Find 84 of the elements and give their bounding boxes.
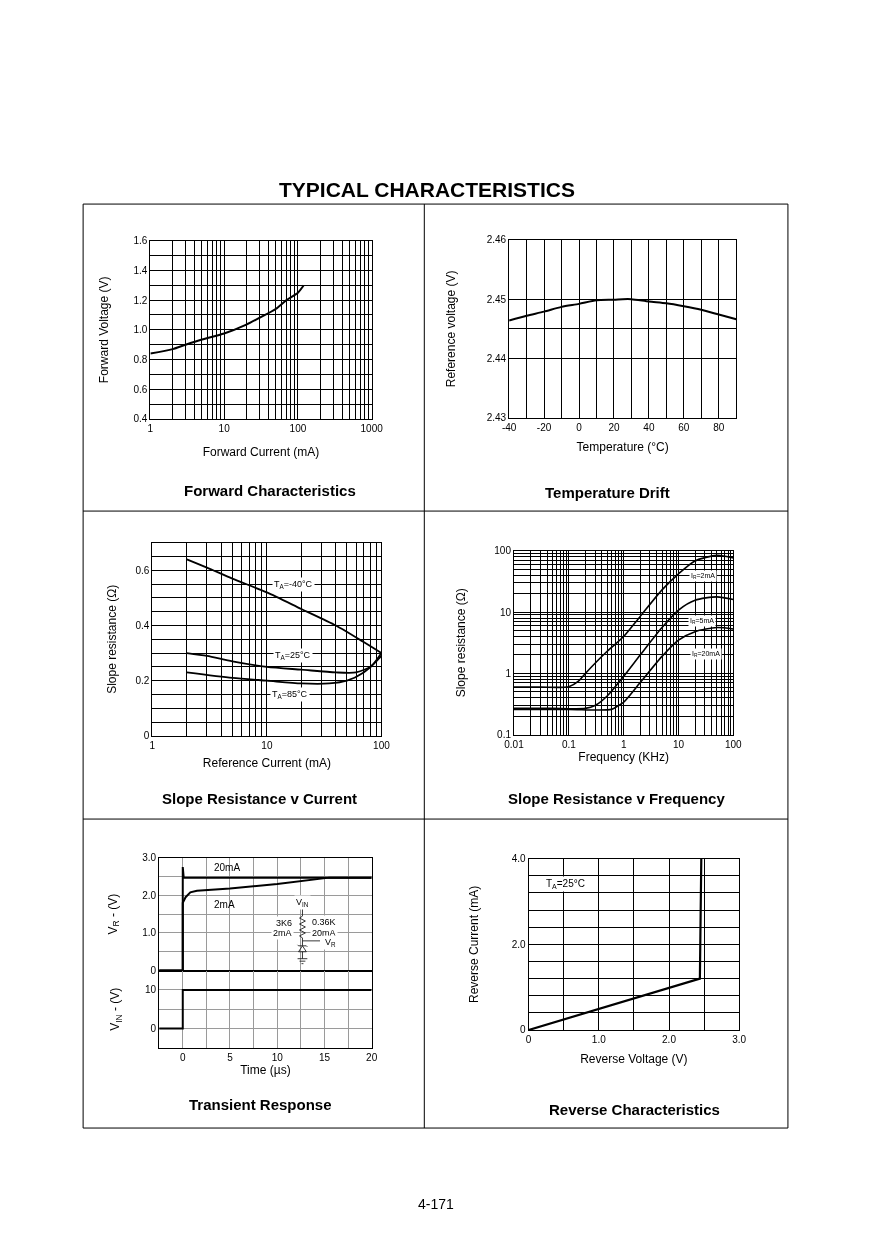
y-tick-label: 0.4 xyxy=(135,620,150,632)
x-tick-label: 0.1 xyxy=(561,738,577,750)
y-tick-label: 1.0 xyxy=(133,324,148,336)
y-tick-label: 0 xyxy=(150,965,157,977)
x-tick-label: 20 xyxy=(608,421,620,433)
x-axis-title: Time (µs) xyxy=(240,1062,291,1077)
x-axis-title: Reference Current (mA) xyxy=(202,755,331,770)
y-tick-label: 3.0 xyxy=(142,852,157,864)
y-tick-label: 4.0 xyxy=(511,853,527,865)
x-tick-label: 1 xyxy=(620,738,627,750)
y-tick-label: 10 xyxy=(499,606,512,618)
y-tick-label: 0.2 xyxy=(135,675,150,687)
y-tick-label: 2.43 xyxy=(486,412,507,424)
annotation: T$_{A}$=85°C xyxy=(272,689,308,700)
y-tick-label: 2.45 xyxy=(486,293,507,305)
x-tick-label: 10 xyxy=(218,422,231,434)
x-tick-label: 10 xyxy=(261,739,273,751)
y-tick-label: 0.6 xyxy=(135,564,150,576)
text: Reverse Characteristics xyxy=(549,1101,720,1118)
text: 4-171 xyxy=(418,1196,455,1212)
annotation: 2mA xyxy=(273,928,292,938)
y-tick-label: 0.6 xyxy=(133,383,148,395)
annotation: V$_{R}$ xyxy=(325,937,337,948)
annotation: 3K6 xyxy=(276,918,293,928)
annotation: 0.36K xyxy=(312,917,336,927)
y-tick-label: 1.2 xyxy=(133,294,148,306)
annotation: T$_{A}$=-40°C xyxy=(274,579,313,590)
x-tick-label: 0 xyxy=(179,1051,186,1063)
y-tick-label: 1 xyxy=(505,667,512,679)
text: Slope Resistance v Current xyxy=(162,790,358,807)
y-tick-label: 1.6 xyxy=(133,235,148,247)
y-tick-label: 2.0 xyxy=(511,938,527,950)
x-tick-label: 1000 xyxy=(360,422,384,434)
y-axis-title: Reference voltage (V) xyxy=(443,270,458,388)
y-tick-label: 2.46 xyxy=(486,234,507,246)
x-tick-label: 20 xyxy=(366,1051,378,1063)
x-tick-label: 5 xyxy=(227,1051,234,1063)
y-tick-label: 2.44 xyxy=(486,353,507,365)
y-axis-title: Slope resistance (Ω) xyxy=(453,588,468,698)
text: TYPICAL CHARACTERISTICS xyxy=(279,178,575,201)
y-tick-label: 0 xyxy=(143,730,150,742)
x-tick-label: 80 xyxy=(713,421,725,433)
text: Temperature Drift xyxy=(545,484,670,501)
text: Slope Resistance v Frequency xyxy=(508,790,726,807)
x-tick-label: 100 xyxy=(289,422,307,434)
y-tick-label: 2.0 xyxy=(142,889,157,901)
x-tick-label: -20 xyxy=(536,421,552,433)
x-tick-label: 2.0 xyxy=(662,1033,677,1045)
text: Transient Response xyxy=(189,1096,332,1113)
x-tick-label: 10 xyxy=(672,738,685,750)
x-tick-label: 1.0 xyxy=(591,1033,607,1045)
x-tick-label: 0 xyxy=(576,421,583,433)
y-tick-label: 0 xyxy=(520,1024,527,1036)
y-tick-label: 1.4 xyxy=(133,264,148,276)
y-tick-label: 0 xyxy=(150,1023,157,1034)
annotation: V$_{IN}$ xyxy=(296,897,309,908)
x-tick-label: 100 xyxy=(373,739,391,751)
y-axis-title: Slope resistance (Ω) xyxy=(104,584,119,694)
x-axis-title: Forward Current (mA) xyxy=(202,444,320,459)
text: Forward Characteristics xyxy=(184,482,356,499)
series-label: 20mA xyxy=(214,862,241,873)
annotation: T$_{A}$=25°C xyxy=(546,878,585,891)
y-tick-label: 100 xyxy=(494,545,512,557)
y-tick-label: 0.4 xyxy=(133,413,148,425)
y-tick-label: 1.0 xyxy=(142,927,157,939)
x-tick-label: 3.0 xyxy=(732,1033,747,1045)
x-axis-title: Temperature (°C) xyxy=(576,439,669,454)
x-tick-label: 10 xyxy=(271,1051,284,1063)
annotation: T$_{A}$=25°C xyxy=(275,650,311,661)
x-tick-label: 15 xyxy=(318,1051,331,1063)
y-tick-label: 0.8 xyxy=(133,354,148,366)
y-axis-title: Forward Voltage (V) xyxy=(96,276,111,384)
x-tick-label: -40 xyxy=(501,421,517,433)
y-tick-label: 10 xyxy=(145,984,157,996)
y-axis-title: Reverse Current (mA) xyxy=(467,885,482,1004)
x-axis-title: Frequency (KHz) xyxy=(578,749,670,764)
series-label: 2mA xyxy=(214,899,235,910)
x-tick-label: 100 xyxy=(725,738,743,750)
x-tick-label: 40 xyxy=(643,421,655,433)
y-tick-label: 0.1 xyxy=(497,729,512,741)
x-tick-label: 60 xyxy=(678,421,690,433)
x-tick-label: 0.01 xyxy=(504,738,525,750)
annotation: 20mA xyxy=(312,928,336,938)
x-axis-title: Reverse Voltage (V) xyxy=(580,1051,688,1066)
